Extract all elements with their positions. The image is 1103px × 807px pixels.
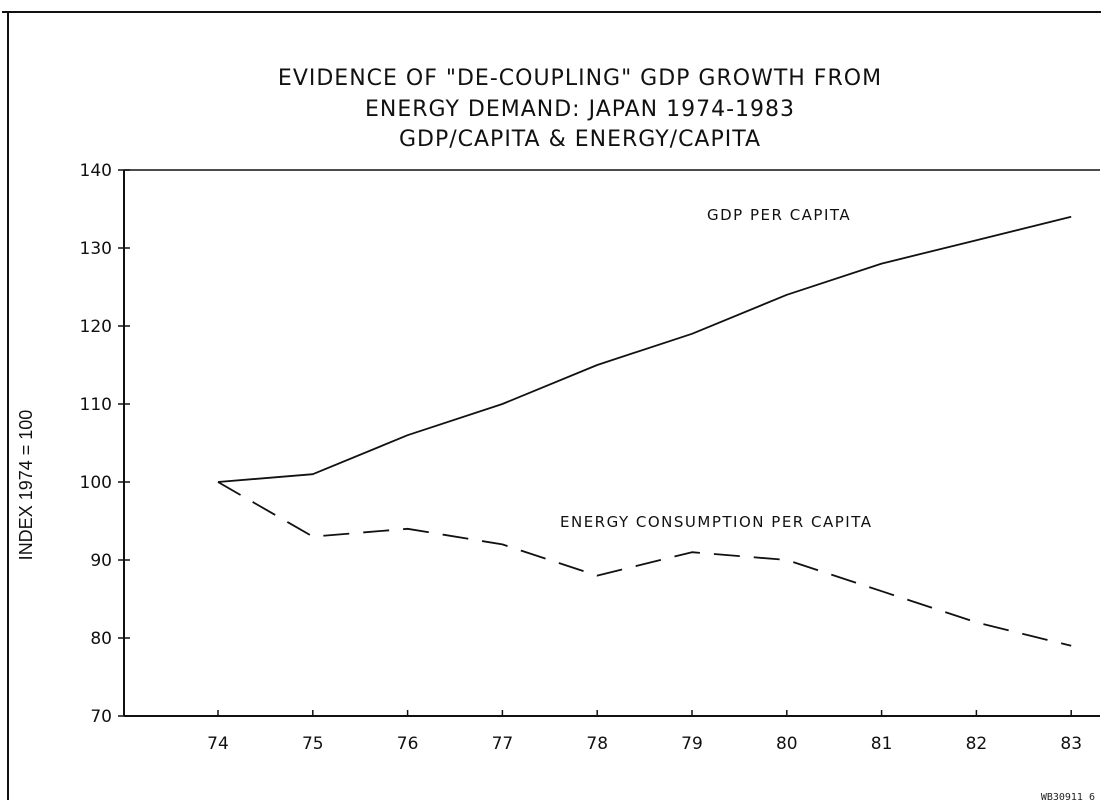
x-tick-label: 78 (586, 734, 608, 754)
x-tick-label: 76 (397, 734, 419, 754)
x-ticks: 74 75 76 77 78 79 80 81 82 83 (207, 710, 1082, 754)
x-tick-label: 82 (966, 734, 988, 754)
x-tick-label: 79 (681, 734, 703, 754)
series-line-gdp-per-capita (217, 215, 1072, 483)
x-tick-label: 83 (1060, 734, 1082, 754)
annotation-energy-per-capita: ENERGY CONSUMPTION PER CAPITA (560, 513, 872, 531)
chart-title: EVIDENCE OF "DE-COUPLING" GDP GROWTH FRO… (277, 66, 883, 91)
x-tick-label: 80 (776, 734, 798, 754)
footnote-code: WB30911 6 (1040, 792, 1095, 803)
y-tick-label: 120 (80, 317, 112, 337)
y-tick-label: 90 (90, 551, 112, 571)
x-tick-label: 75 (302, 734, 324, 754)
x-tick-label: 81 (871, 734, 893, 754)
y-tick-label: 80 (90, 629, 112, 649)
y-tick-label: 130 (80, 239, 112, 259)
y-ticks: 70 80 90 100 110 120 130 140 (80, 161, 130, 727)
chart-subtitle-2: GDP/CAPITA & ENERGY/CAPITA (398, 127, 762, 152)
y-tick-label: 70 (90, 707, 112, 727)
annotation-gdp-per-capita: GDP PER CAPITA (707, 206, 851, 224)
y-tick-label: 110 (80, 395, 112, 415)
x-tick-label: 74 (207, 734, 229, 754)
x-tick-label: 77 (492, 734, 514, 754)
y-tick-label: 140 (80, 161, 112, 181)
series-line-energy-per-capita (217, 481, 1072, 647)
series-lines (217, 215, 1072, 647)
chart-subtitle: ENERGY DEMAND: JAPAN 1974-1983 (364, 97, 796, 122)
y-tick-label: 100 (80, 473, 112, 493)
